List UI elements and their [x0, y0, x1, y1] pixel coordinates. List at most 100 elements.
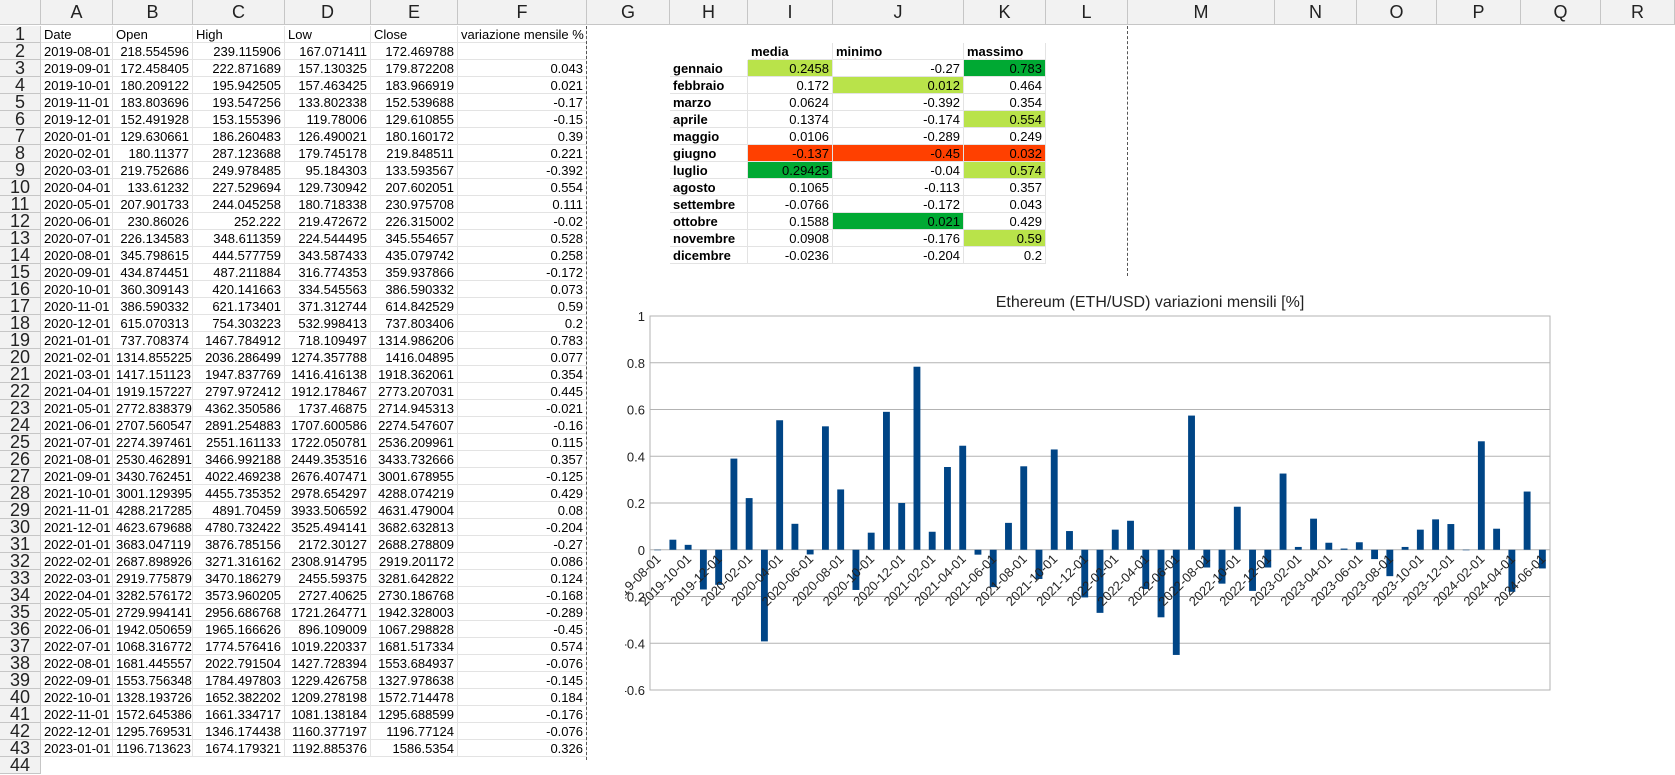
header-cell[interactable]: variazione mensile %	[458, 26, 587, 43]
date-cell[interactable]: 2022-09-01	[41, 672, 113, 689]
value-cell[interactable]: 0.528	[458, 230, 587, 247]
value-cell[interactable]: 1160.377197	[285, 723, 371, 740]
value-cell[interactable]: 2687.898926	[113, 553, 193, 570]
value-cell[interactable]: 1229.426758	[285, 672, 371, 689]
header-cell[interactable]: Open	[113, 26, 193, 43]
value-cell[interactable]: 1417.151123	[113, 366, 193, 383]
value-cell[interactable]: 3683.047119	[113, 536, 193, 553]
value-cell[interactable]: 153.155396	[193, 111, 285, 128]
value-cell[interactable]: 126.490021	[285, 128, 371, 145]
value-cell[interactable]: 2536.209961	[371, 434, 458, 451]
value-cell[interactable]: 316.774353	[285, 264, 371, 281]
stats-minimo-cell[interactable]: -0.172	[833, 196, 964, 213]
value-cell[interactable]: 230.975708	[371, 196, 458, 213]
value-cell[interactable]: 179.872208	[371, 60, 458, 77]
value-cell[interactable]: 180.718338	[285, 196, 371, 213]
date-cell[interactable]: 2021-06-01	[41, 417, 113, 434]
stats-massimo-cell[interactable]: 0.59	[964, 230, 1046, 247]
row-header-15[interactable]: 15	[0, 263, 41, 281]
date-cell[interactable]: 2021-02-01	[41, 349, 113, 366]
value-cell[interactable]: 183.966919	[371, 77, 458, 94]
value-cell[interactable]: 3682.632813	[371, 519, 458, 536]
value-cell[interactable]: 3282.576172	[113, 587, 193, 604]
value-cell[interactable]: 207.901733	[113, 196, 193, 213]
date-cell[interactable]: 2020-11-01	[41, 298, 113, 315]
value-cell[interactable]: 3466.992188	[193, 451, 285, 468]
value-cell[interactable]: 3281.642822	[371, 570, 458, 587]
value-cell[interactable]: 222.871689	[193, 60, 285, 77]
month-label[interactable]: giugno	[670, 145, 748, 162]
stats-massimo-cell[interactable]: 0.429	[964, 213, 1046, 230]
date-cell[interactable]: 2020-04-01	[41, 179, 113, 196]
value-cell[interactable]: 2274.547607	[371, 417, 458, 434]
column-header-C[interactable]: C	[193, 0, 285, 25]
value-cell[interactable]: 1774.576416	[193, 638, 285, 655]
value-cell[interactable]: 0.59	[458, 298, 587, 315]
value-cell[interactable]: 2727.40625	[285, 587, 371, 604]
value-cell[interactable]: -0.172	[458, 264, 587, 281]
date-cell[interactable]: 2019-08-01	[41, 43, 113, 60]
row-header-34[interactable]: 34	[0, 586, 41, 604]
value-cell[interactable]: 133.593567	[371, 162, 458, 179]
value-cell[interactable]: 1681.517334	[371, 638, 458, 655]
value-cell[interactable]: 434.874451	[113, 264, 193, 281]
value-cell[interactable]: 244.045258	[193, 196, 285, 213]
row-header-25[interactable]: 25	[0, 433, 41, 451]
date-cell[interactable]: 2022-07-01	[41, 638, 113, 655]
header-cell[interactable]: Low	[285, 26, 371, 43]
value-cell[interactable]: 737.708374	[113, 332, 193, 349]
row-header-40[interactable]: 40	[0, 688, 41, 706]
value-cell[interactable]: 1467.784912	[193, 332, 285, 349]
value-cell[interactable]: 2772.838379	[113, 400, 193, 417]
value-cell[interactable]: 1192.885376	[285, 740, 371, 757]
month-label[interactable]: agosto	[670, 179, 748, 196]
value-cell[interactable]: 2449.353516	[285, 451, 371, 468]
value-cell[interactable]: 371.312744	[285, 298, 371, 315]
value-cell[interactable]: 179.745178	[285, 145, 371, 162]
value-cell[interactable]: -0.125	[458, 468, 587, 485]
stats-massimo-cell[interactable]: 0.043	[964, 196, 1046, 213]
value-cell[interactable]: 420.141663	[193, 281, 285, 298]
stats-massimo-cell[interactable]: 0.554	[964, 111, 1046, 128]
row-header-18[interactable]: 18	[0, 314, 41, 332]
month-label[interactable]: dicembre	[670, 247, 748, 264]
value-cell[interactable]: 3001.129395	[113, 485, 193, 502]
stats-massimo-cell[interactable]: 0.2	[964, 247, 1046, 264]
date-cell[interactable]: 2021-08-01	[41, 451, 113, 468]
value-cell[interactable]: 129.630661	[113, 128, 193, 145]
value-cell[interactable]: 2797.972412	[193, 383, 285, 400]
value-cell[interactable]: 2172.30127	[285, 536, 371, 553]
row-header-3[interactable]: 3	[0, 59, 41, 77]
value-cell[interactable]: 1209.278198	[285, 689, 371, 706]
value-cell[interactable]: 2308.914795	[285, 553, 371, 570]
value-cell[interactable]: 0.783	[458, 332, 587, 349]
month-label[interactable]: gennaio	[670, 60, 748, 77]
date-cell[interactable]: 2021-09-01	[41, 468, 113, 485]
date-cell[interactable]: 2021-01-01	[41, 332, 113, 349]
value-cell[interactable]	[458, 43, 587, 60]
value-cell[interactable]: 435.079742	[371, 247, 458, 264]
date-cell[interactable]: 2022-11-01	[41, 706, 113, 723]
value-cell[interactable]: 1919.157227	[113, 383, 193, 400]
value-cell[interactable]: 1274.357788	[285, 349, 371, 366]
value-cell[interactable]: 0.077	[458, 349, 587, 366]
value-cell[interactable]: 2891.254883	[193, 417, 285, 434]
value-cell[interactable]: 348.611359	[193, 230, 285, 247]
stats-minimo-cell[interactable]: -0.289	[833, 128, 964, 145]
stats-minimo-cell[interactable]: -0.204	[833, 247, 964, 264]
value-cell[interactable]: 0.021	[458, 77, 587, 94]
month-label[interactable]: febbraio	[670, 77, 748, 94]
month-label[interactable]: settembre	[670, 196, 748, 213]
value-cell[interactable]: 3001.678955	[371, 468, 458, 485]
stats-minimo-cell[interactable]: -0.174	[833, 111, 964, 128]
value-cell[interactable]: 3430.762451	[113, 468, 193, 485]
row-header-42[interactable]: 42	[0, 722, 41, 740]
value-cell[interactable]: 129.610855	[371, 111, 458, 128]
value-cell[interactable]: 1327.978638	[371, 672, 458, 689]
stats-media-cell[interactable]: 0.1374	[748, 111, 833, 128]
date-cell[interactable]: 2020-09-01	[41, 264, 113, 281]
date-cell[interactable]: 2019-09-01	[41, 60, 113, 77]
value-cell[interactable]: 1661.334717	[193, 706, 285, 723]
value-cell[interactable]: 193.547256	[193, 94, 285, 111]
